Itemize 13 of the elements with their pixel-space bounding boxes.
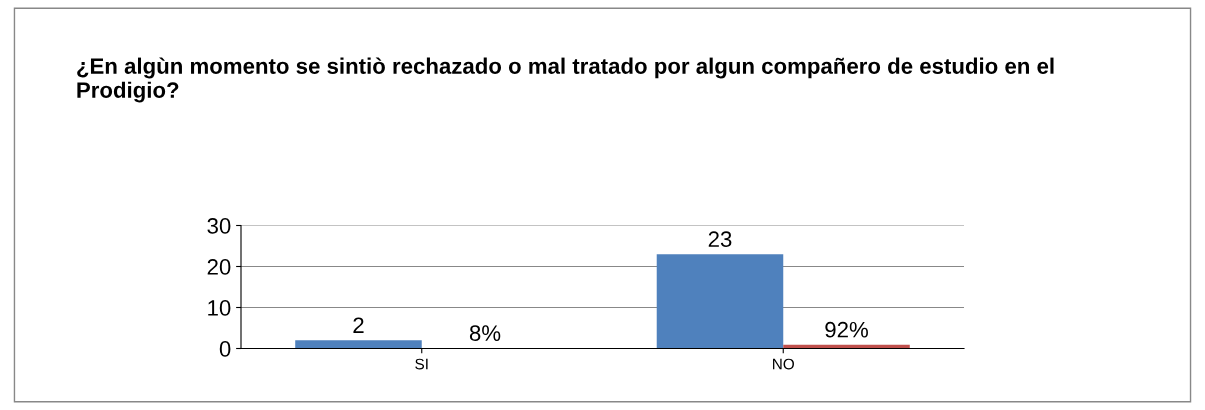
x-tick-label: NO [773, 358, 794, 370]
bar [656, 254, 784, 349]
y-tick-label: 10 [208, 300, 231, 316]
data-label: 2 [353, 317, 364, 333]
chart-title: ¿En algùn momento se sintiò rechazado o mal tratado por algun compañero de estudio en el Prodigio? [77, 57, 1054, 103]
y-tick-label: 30 [207, 218, 231, 234]
data-label: 23 [708, 231, 732, 248]
data-label: 8% [469, 325, 501, 341]
y-tick-label: 20 [207, 259, 231, 275]
x-tick-label: SI [415, 358, 428, 370]
bar [295, 340, 422, 349]
data-label: 92% [825, 321, 868, 338]
y-tick-label: 0 [219, 341, 231, 357]
